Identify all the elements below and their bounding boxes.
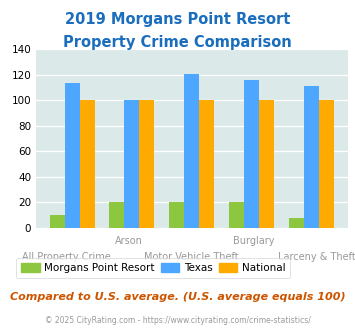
Legend: Morgans Point Resort, Texas, National: Morgans Point Resort, Texas, National <box>16 258 290 278</box>
Bar <box>80 100 94 228</box>
Text: © 2025 CityRating.com - https://www.cityrating.com/crime-statistics/: © 2025 CityRating.com - https://www.city… <box>45 316 310 325</box>
Bar <box>304 86 319 228</box>
Text: 2019 Morgans Point Resort: 2019 Morgans Point Resort <box>65 12 290 26</box>
Bar <box>169 202 184 228</box>
Text: Arson: Arson <box>115 236 143 246</box>
Bar <box>184 74 199 228</box>
Bar <box>244 80 259 228</box>
Bar <box>65 82 80 228</box>
Text: Compared to U.S. average. (U.S. average equals 100): Compared to U.S. average. (U.S. average … <box>10 292 345 302</box>
Bar <box>140 100 154 228</box>
Text: Property Crime Comparison: Property Crime Comparison <box>63 35 292 50</box>
Bar <box>259 100 274 228</box>
Text: All Property Crime: All Property Crime <box>22 252 111 262</box>
Text: Burglary: Burglary <box>234 236 275 246</box>
Bar <box>319 100 334 228</box>
Bar <box>199 100 214 228</box>
Bar <box>229 202 244 228</box>
Text: Motor Vehicle Theft: Motor Vehicle Theft <box>144 252 239 262</box>
Bar <box>289 217 304 228</box>
Bar <box>125 100 140 228</box>
Bar <box>50 215 65 228</box>
Text: Larceny & Theft: Larceny & Theft <box>278 252 355 262</box>
Bar <box>109 202 125 228</box>
